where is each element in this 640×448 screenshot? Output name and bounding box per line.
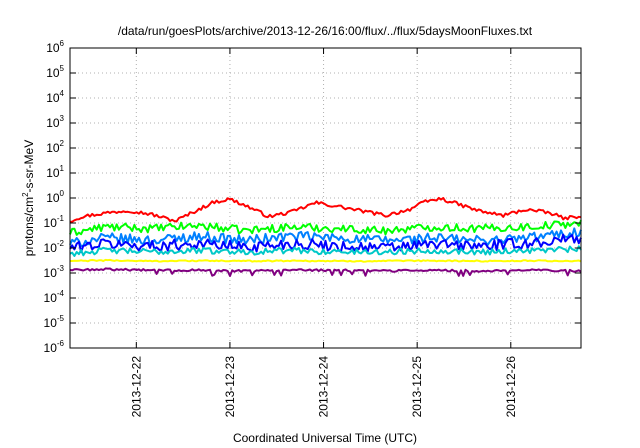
series-line-3 <box>69 227 582 248</box>
x-tick-label: 2013-12-24 <box>317 356 331 418</box>
y-axis-label: protons/cm2-s-sr-MeV <box>21 140 36 256</box>
x-tick-label: 2013-12-23 <box>223 356 237 418</box>
chart-title: /data/run/goesPlots/archive/2013-12-26/1… <box>118 24 533 38</box>
y-tick-label: 102 <box>46 139 64 155</box>
y-tick-label: 100 <box>46 189 64 205</box>
series-line-6 <box>70 258 582 263</box>
y-tick-label: 10-6 <box>44 339 65 355</box>
y-tick-label: 106 <box>46 39 64 55</box>
y-tick-label: 105 <box>46 64 64 80</box>
y-tick-label: 10-4 <box>44 289 65 305</box>
series-line-5 <box>69 245 582 257</box>
x-tick-label: 2013-12-22 <box>129 356 143 418</box>
y-tick-label: 101 <box>46 164 64 180</box>
x-axis: 2013-12-22 2013-12-23 2013-12-24 2013-12-25… <box>129 48 518 418</box>
y-tick-label: 103 <box>46 114 64 130</box>
y-tick-label: 10-1 <box>44 214 65 230</box>
x-tick-label: 2013-12-26 <box>504 356 518 418</box>
grid-lines <box>70 48 581 348</box>
y-tick-label: 10-3 <box>44 264 65 280</box>
series-line-1 <box>69 196 582 223</box>
series-line-2 <box>69 219 582 236</box>
series-lines <box>69 196 582 277</box>
series-line-4 <box>69 233 582 254</box>
y-tick-label: 10-5 <box>44 314 65 330</box>
series-line-7 <box>69 267 582 277</box>
y-tick-label: 104 <box>46 89 64 105</box>
x-tick-label: 2013-12-25 <box>410 356 424 418</box>
x-axis-label: Coordinated Universal Time (UTC) <box>233 431 417 445</box>
y-tick-label: 10-2 <box>44 239 65 255</box>
y-axis: 10-6 10-5 10-4 10-3 10-2 10-1 100 101 102 103 104 1… <box>44 39 581 355</box>
